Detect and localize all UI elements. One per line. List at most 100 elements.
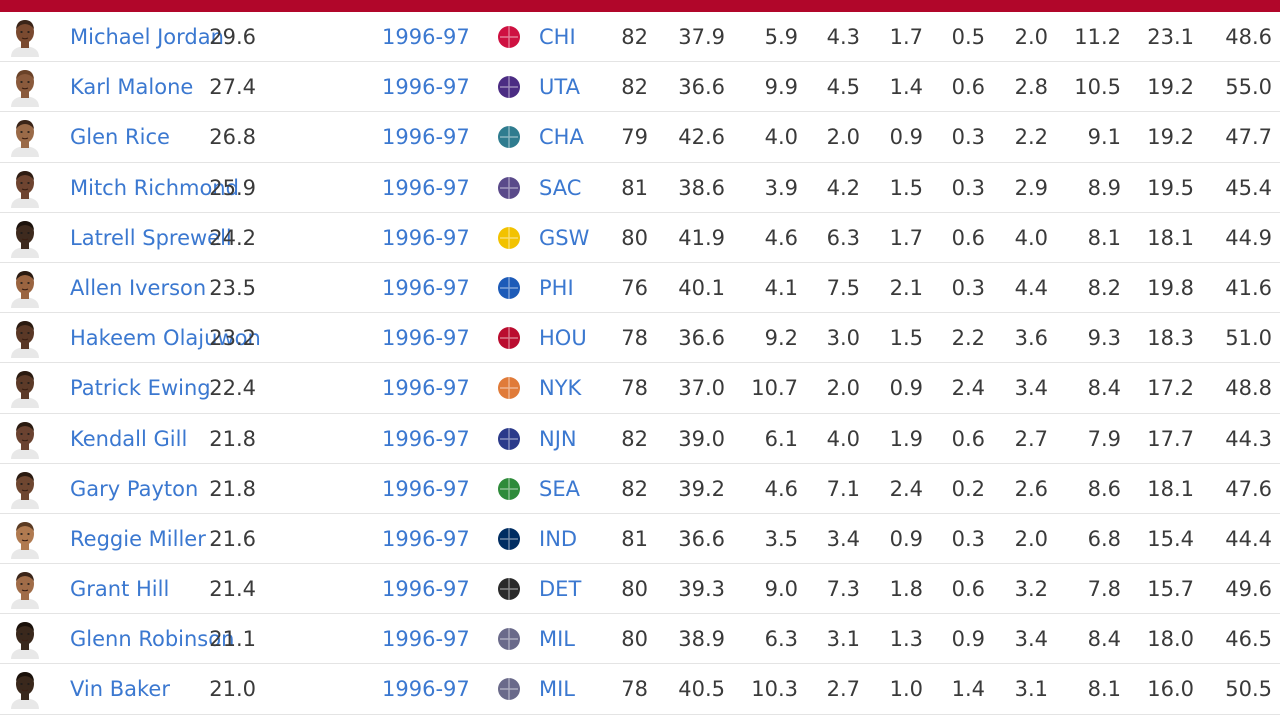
rebounds-cell: 10.3	[751, 677, 798, 702]
steals-cell: 2.1	[889, 275, 923, 300]
stat-cell-a: 10.5	[1074, 75, 1121, 100]
steals-cell: 1.5	[889, 326, 923, 351]
player-name-link[interactable]: Allen Iverson	[70, 275, 207, 300]
rebounds-cell: 9.0	[764, 577, 798, 602]
season-link[interactable]: 1996-97	[382, 526, 470, 551]
season-link[interactable]: 1996-97	[382, 577, 470, 602]
points-cell: 29.6	[209, 25, 256, 49]
season-link[interactable]: 1996-97	[382, 627, 470, 652]
stat-cell-b: 15.4	[1147, 526, 1194, 551]
rebounds-cell: 4.6	[764, 225, 798, 250]
rebounds-cell: 4.0	[764, 125, 798, 150]
bulls-logo-icon	[496, 24, 522, 50]
assists-cell: 4.5	[826, 75, 860, 100]
stat-cell-a: 8.9	[1087, 175, 1121, 200]
season-link[interactable]: 1996-97	[382, 275, 470, 300]
minutes-cell: 36.6	[678, 75, 725, 100]
team-link[interactable]: UTA	[539, 75, 580, 100]
stat-cell-c: 47.7	[1225, 125, 1272, 150]
team-link[interactable]: IND	[539, 526, 578, 551]
blocks-cell: 0.6	[951, 577, 985, 602]
team-link[interactable]: NYK	[539, 376, 582, 401]
player-name-link[interactable]: Karl Malone	[70, 75, 194, 100]
turnovers-cell: 2.8	[1014, 75, 1048, 100]
points-cell: 23.2	[209, 326, 256, 351]
stat-cell-a: 8.4	[1087, 627, 1121, 652]
minutes-cell: 36.6	[678, 326, 725, 351]
season-link[interactable]: 1996-97	[382, 677, 470, 702]
player-name-link[interactable]: Vin Baker	[70, 677, 170, 702]
stat-cell-a: 7.8	[1087, 577, 1121, 602]
points-cell: 21.1	[209, 627, 256, 652]
games-played-cell: 80	[621, 577, 648, 602]
minutes-cell: 38.6	[678, 175, 725, 200]
player-avatar-icon	[8, 17, 42, 57]
player-name-link[interactable]: Glen Rice	[70, 125, 170, 150]
team-link[interactable]: SEA	[539, 476, 580, 501]
turnovers-cell: 4.4	[1014, 275, 1048, 300]
stat-cell-c: 48.6	[1225, 25, 1272, 49]
assists-cell: 7.1	[826, 476, 860, 501]
player-name-link[interactable]: Mitch Richmond	[70, 175, 239, 200]
player-name-link[interactable]: Kendall Gill	[70, 426, 188, 451]
season-link[interactable]: 1996-97	[382, 225, 470, 250]
points-cell: 21.4	[209, 577, 256, 602]
blocks-cell: 0.3	[951, 175, 985, 200]
points-cell: 24.2	[209, 225, 256, 250]
team-link[interactable]: GSW	[539, 225, 590, 250]
blocks-cell: 1.4	[951, 677, 985, 702]
team-link[interactable]: MIL	[539, 627, 576, 652]
stat-cell-a: 9.3	[1087, 326, 1121, 351]
table-row: Glen Rice 26.8 1996-97 CHA 79 42.6 4.0 2.0 0.9 0.…	[0, 112, 1280, 163]
season-link[interactable]: 1996-97	[382, 376, 470, 401]
games-played-cell: 81	[621, 175, 648, 200]
player-name-link[interactable]: Gary Payton	[70, 476, 199, 501]
minutes-cell: 41.9	[678, 225, 725, 250]
knicks-logo-icon	[496, 375, 522, 401]
player-name-link[interactable]: Hakeem Olajuwon	[70, 326, 261, 351]
team-link[interactable]: CHA	[539, 125, 584, 150]
minutes-cell: 39.2	[678, 476, 725, 501]
player-avatar-icon	[8, 318, 42, 359]
games-played-cell: 78	[621, 677, 648, 702]
stat-cell-b: 16.0	[1147, 677, 1194, 702]
team-link[interactable]: SAC	[539, 175, 582, 200]
season-link[interactable]: 1996-97	[382, 426, 470, 451]
blocks-cell: 0.6	[951, 426, 985, 451]
stat-cell-c: 48.8	[1225, 376, 1272, 401]
season-link[interactable]: 1996-97	[382, 75, 470, 100]
pistons-logo-icon	[496, 576, 522, 602]
player-name-link[interactable]: Michael Jordan	[70, 25, 224, 49]
season-link[interactable]: 1996-97	[382, 25, 470, 49]
turnovers-cell: 3.4	[1014, 376, 1048, 401]
team-link[interactable]: DET	[539, 577, 582, 602]
blocks-cell: 2.4	[951, 376, 985, 401]
season-link[interactable]: 1996-97	[382, 326, 470, 351]
team-link[interactable]: NJN	[539, 426, 577, 451]
team-link[interactable]: MIL	[539, 677, 576, 702]
turnovers-cell: 2.7	[1014, 426, 1048, 451]
turnovers-cell: 2.0	[1014, 526, 1048, 551]
stat-cell-c: 50.5	[1225, 677, 1272, 702]
team-link[interactable]: HOU	[539, 326, 587, 351]
table-row: Reggie Miller 21.6 1996-97 IND 81 36.6 3.5 3.4 0…	[0, 514, 1280, 565]
player-name-link[interactable]: Glenn Robinson	[70, 627, 235, 652]
team-link[interactable]: CHI	[539, 25, 576, 49]
points-cell: 21.0	[209, 677, 256, 702]
player-name-link[interactable]: Reggie Miller	[70, 526, 206, 551]
season-link[interactable]: 1996-97	[382, 175, 470, 200]
team-link[interactable]: PHI	[539, 275, 574, 300]
season-link[interactable]: 1996-97	[382, 125, 470, 150]
blocks-cell: 0.3	[951, 275, 985, 300]
player-name-link[interactable]: Patrick Ewing	[70, 376, 211, 401]
stat-cell-c: 44.9	[1225, 225, 1272, 250]
player-name-link[interactable]: Latrell Sprewell	[70, 225, 232, 250]
turnovers-cell: 2.0	[1014, 25, 1048, 49]
season-link[interactable]: 1996-97	[382, 476, 470, 501]
stat-cell-c: 41.6	[1225, 275, 1272, 300]
rebounds-cell: 3.9	[764, 175, 798, 200]
rebounds-cell: 6.3	[764, 627, 798, 652]
assists-cell: 4.3	[826, 25, 860, 49]
turnovers-cell: 2.2	[1014, 125, 1048, 150]
player-name-link[interactable]: Grant Hill	[70, 577, 170, 602]
